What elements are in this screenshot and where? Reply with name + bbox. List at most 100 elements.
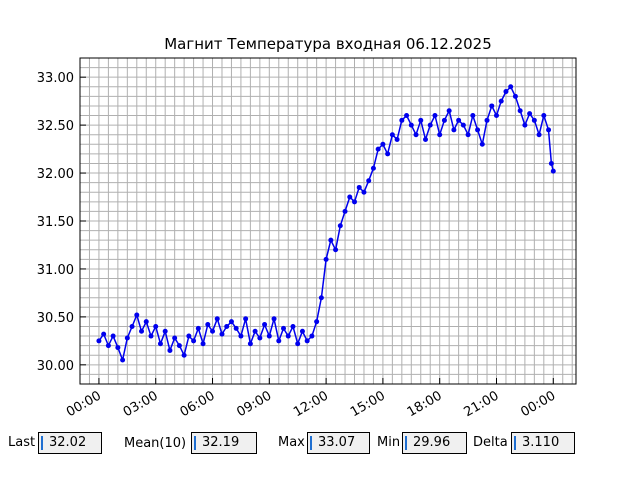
data-point	[101, 331, 107, 337]
data-point	[105, 343, 111, 349]
data-point	[238, 333, 244, 339]
data-point	[276, 338, 282, 344]
min-label: Min	[377, 435, 401, 450]
mean-value-field[interactable]: 32.19	[191, 432, 257, 454]
x-tick-label: 00:00	[64, 388, 104, 420]
data-point	[257, 335, 263, 341]
data-point	[281, 325, 287, 331]
data-point	[508, 84, 514, 90]
data-point	[370, 165, 376, 171]
data-point	[451, 127, 457, 133]
data-point	[470, 113, 476, 119]
data-point	[427, 122, 433, 128]
data-point	[498, 98, 504, 104]
data-point	[157, 341, 163, 347]
last-value: 32.02	[49, 435, 87, 450]
delta-value: 3.110	[522, 435, 560, 450]
data-point	[441, 117, 447, 123]
chart-title: Магнит Температура входная 06.12.2025	[164, 35, 492, 53]
data-point	[233, 325, 239, 331]
data-point	[318, 295, 324, 301]
data-point	[380, 141, 386, 147]
data-point	[375, 146, 381, 152]
data-point	[176, 343, 182, 349]
data-point	[541, 113, 547, 119]
data-point	[200, 341, 206, 347]
text-cursor-icon	[194, 436, 196, 450]
data-point	[304, 338, 310, 344]
data-point	[456, 117, 462, 123]
data-point	[548, 160, 554, 166]
data-point	[129, 323, 135, 329]
data-point	[162, 328, 168, 334]
data-point	[252, 328, 258, 334]
data-point	[295, 341, 301, 347]
data-point	[366, 178, 372, 184]
series-temperature	[96, 84, 556, 363]
data-point	[139, 328, 145, 334]
y-axis: 30.00 30.50 31.00 31.50 32.00 32.50 33.00	[37, 71, 86, 374]
data-point	[134, 312, 140, 318]
data-point	[352, 199, 358, 205]
data-point	[247, 341, 253, 347]
mean-label: Mean(10)	[124, 436, 187, 451]
data-point	[243, 316, 249, 322]
data-point	[522, 122, 528, 128]
data-point	[323, 256, 329, 262]
data-point	[465, 132, 471, 138]
data-point	[299, 328, 305, 334]
data-point	[115, 345, 121, 351]
delta-label: Delta	[473, 435, 508, 450]
data-point	[124, 335, 130, 341]
data-point	[503, 89, 509, 95]
data-point	[342, 208, 348, 214]
data-point	[437, 132, 443, 138]
data-point	[110, 333, 116, 339]
min-value-field[interactable]: 29.96	[402, 432, 467, 454]
data-point	[120, 357, 126, 363]
data-point	[214, 316, 220, 322]
data-point	[385, 151, 391, 157]
x-tick-label: 15:00	[348, 388, 388, 420]
data-point	[181, 352, 187, 358]
y-tick-label: 32.00	[37, 167, 74, 182]
x-tick-label: 18:00	[405, 388, 445, 420]
data-point	[527, 111, 533, 117]
data-point	[550, 168, 556, 174]
data-point	[314, 319, 320, 325]
data-point	[262, 322, 268, 328]
data-point	[347, 194, 353, 200]
x-tick-label: 03:00	[121, 388, 161, 420]
data-point	[479, 141, 485, 147]
data-point	[484, 117, 490, 123]
last-label: Last	[8, 435, 36, 450]
data-point	[475, 127, 481, 133]
data-point	[191, 338, 197, 344]
data-point	[228, 319, 234, 325]
data-point	[96, 338, 102, 344]
data-point	[408, 122, 414, 128]
x-tick-label: 00:00	[518, 388, 558, 420]
last-value-field[interactable]: 32.02	[38, 432, 102, 454]
data-point	[422, 137, 428, 142]
y-tick-label: 32.50	[37, 119, 74, 134]
x-tick-label: 21:00	[462, 388, 502, 420]
max-value-field[interactable]: 33.07	[307, 432, 370, 454]
y-tick-label: 31.50	[37, 215, 74, 230]
delta-value-field[interactable]: 3.110	[511, 432, 575, 454]
data-point	[546, 127, 552, 133]
max-value: 33.07	[318, 435, 356, 450]
data-point	[153, 323, 159, 329]
data-point	[309, 333, 315, 339]
data-point	[186, 333, 192, 339]
x-tick-label: 06:00	[178, 388, 218, 420]
data-point	[266, 333, 272, 339]
data-point	[148, 333, 154, 339]
data-point	[446, 108, 452, 114]
data-point	[389, 132, 395, 138]
data-point	[172, 335, 178, 341]
data-point	[219, 331, 225, 337]
text-cursor-icon	[41, 436, 43, 450]
x-tick-label: 12:00	[291, 388, 331, 420]
data-point	[337, 223, 343, 229]
